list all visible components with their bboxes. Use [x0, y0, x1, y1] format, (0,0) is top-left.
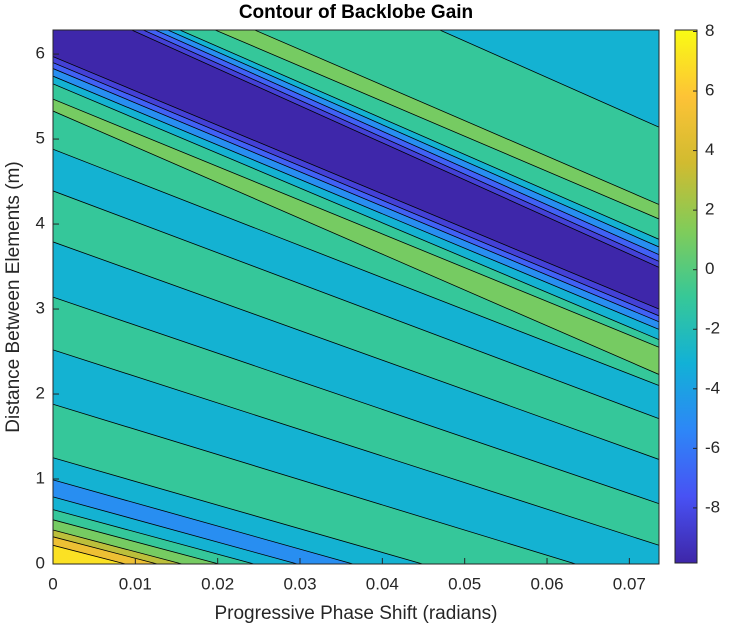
- colorbar-tick-label: 2: [705, 200, 714, 219]
- contour-line: [53, 241, 659, 460]
- x-axis-label: Progressive Phase Shift (radians): [214, 603, 497, 624]
- contour-line: [53, 479, 355, 564]
- contour-line: [53, 509, 256, 564]
- contour-line: [253, 30, 659, 205]
- contour-line: [53, 190, 659, 420]
- x-tick-label: 0.03: [283, 574, 316, 593]
- chart-title: Contour of Backlobe Gain: [239, 2, 473, 23]
- contour-line: [53, 296, 659, 505]
- y-tick-label: 1: [36, 468, 45, 487]
- contour-line: [53, 403, 577, 564]
- contour-line: [53, 75, 659, 330]
- contour-line: [53, 148, 659, 386]
- axes-box: [52, 29, 660, 565]
- colorbar-tick-label: 4: [705, 140, 714, 159]
- y-tick-label: 3: [36, 299, 45, 318]
- y-tick-label: 4: [36, 214, 45, 233]
- contour-line: [214, 30, 659, 220]
- contour-line: [154, 30, 659, 256]
- contour-line: [438, 30, 659, 128]
- colorbar-tick-label: 0: [705, 259, 714, 278]
- x-tick-label: 0.07: [613, 574, 646, 593]
- y-tick-label: 6: [36, 44, 45, 63]
- x-tick-label: 0.06: [530, 574, 563, 593]
- colorbar-tick-label: 6: [705, 81, 714, 100]
- contour-line: [53, 496, 299, 564]
- y-axis-label: Distance Between Elements (m): [3, 161, 24, 432]
- x-tick-label: 0.01: [119, 574, 152, 593]
- x-tick-label: 0.05: [448, 574, 481, 593]
- colorbar-tick-label: -2: [705, 319, 720, 338]
- contour-line: [53, 536, 159, 564]
- contour-line: [130, 30, 659, 268]
- colorbar-tick-label: -4: [705, 378, 720, 397]
- x-tick-label: 0: [48, 574, 57, 593]
- contour-line: [53, 83, 659, 340]
- contour-line: [142, 30, 659, 262]
- contour-line: [53, 529, 184, 564]
- contour-line: [53, 349, 659, 546]
- x-tick-label: 0.04: [366, 574, 399, 593]
- y-tick-label: 0: [36, 553, 45, 572]
- colorbar-tick-label: -6: [705, 438, 720, 457]
- contour-line: [166, 30, 659, 248]
- contour-line: [53, 68, 659, 323]
- contour-line: [53, 98, 659, 348]
- x-tick-label: 0.02: [201, 574, 234, 593]
- contour-line: [53, 110, 659, 375]
- contour-line: [178, 30, 659, 240]
- colorbar-tick-label: 8: [705, 21, 714, 40]
- y-tick-label: 5: [36, 129, 45, 148]
- colorbar-tick-label: -8: [705, 497, 720, 516]
- contour-line: [53, 457, 424, 564]
- contour-area: [53, 30, 659, 564]
- y-tick-label: 2: [36, 384, 45, 403]
- contour-line: [53, 56, 659, 310]
- contour-line: [53, 62, 659, 317]
- colorbar: [674, 29, 698, 564]
- contour-line: [53, 519, 221, 564]
